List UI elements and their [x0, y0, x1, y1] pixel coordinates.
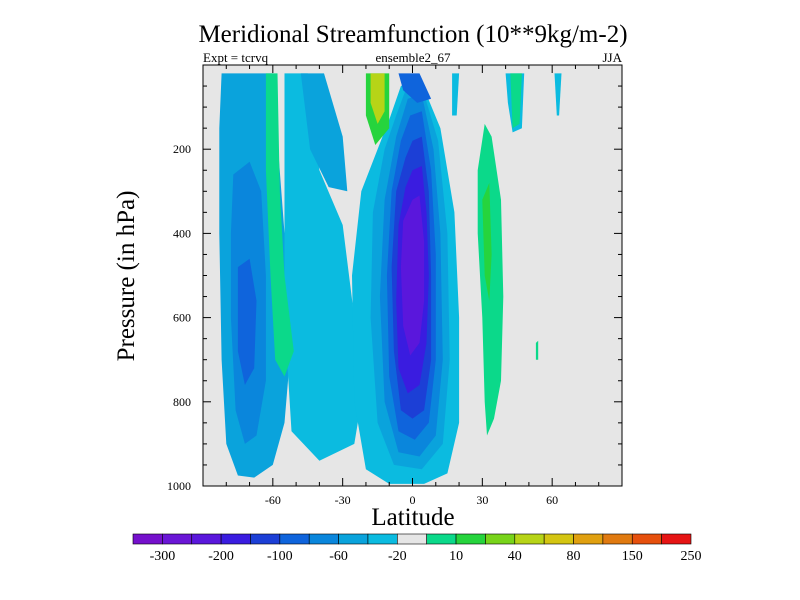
- colorbar-label: 10: [449, 549, 463, 564]
- y-axis-label: Pressure (in hPa): [113, 191, 140, 362]
- colorbar-swatch: [661, 533, 692, 545]
- colorbar-swatch: [191, 533, 222, 545]
- contour-southern-cell-core: [237, 258, 257, 385]
- y-tick-label: 200: [173, 142, 191, 156]
- contour-southern-subsid: [300, 73, 348, 192]
- colorbar-swatch: [338, 533, 369, 545]
- x-tick-label: -30: [335, 493, 351, 507]
- contour-right-upper-strip: [452, 73, 460, 116]
- colorbar-swatch: [631, 533, 662, 545]
- contour-upper-left-yellow: [370, 73, 385, 124]
- subtitle-center: ensemble2_67: [375, 50, 451, 65]
- x-tick-label: 30: [476, 493, 488, 507]
- colorbar-label: 40: [508, 549, 522, 564]
- contour-far-right-blue: [554, 73, 562, 116]
- colorbar-label: 250: [681, 549, 702, 564]
- contour-small-green-blob: [535, 340, 539, 360]
- colorbar-swatch: [573, 533, 604, 545]
- plot-area: -60 -30 0 30 60 200 400 600 800 1000: [167, 64, 623, 507]
- colorbar-swatch: [397, 533, 427, 545]
- x-tick-label: 0: [410, 493, 416, 507]
- contour-regions: [219, 73, 562, 484]
- axis-ticks: -60 -30 0 30 60 200 400 600 800 1000: [167, 65, 622, 507]
- subtitle-left: Expt = tcrvq: [203, 50, 269, 65]
- contour-right-top-green: [510, 73, 522, 129]
- x-tick-label: 60: [546, 493, 558, 507]
- x-axis-label: Latitude: [371, 504, 454, 531]
- colorbar-swatch: [543, 533, 574, 545]
- y-tick-label: 400: [173, 226, 191, 240]
- colorbar-swatch: [426, 533, 457, 545]
- colorbar-swatch: [250, 533, 281, 545]
- colorbar-swatch: [162, 533, 193, 545]
- y-tick-label: 1000: [167, 479, 191, 493]
- chart-title: Meridional Streamfunction (10**9kg/m-2): [198, 21, 627, 48]
- contour-central-top-dark: [398, 73, 432, 103]
- colorbar-swatch: [455, 533, 486, 545]
- colorbar-label: 150: [622, 549, 643, 564]
- colorbar-label: -20: [388, 549, 407, 564]
- colorbar-swatch: [367, 533, 398, 545]
- colorbar-swatch: [514, 533, 545, 545]
- colorbar: -300 -200 -100 -60 -20 10 40 80 150 250: [132, 533, 702, 564]
- contour-southern-green-strip: [265, 73, 294, 377]
- contour-right-green-mid: [482, 182, 492, 301]
- colorbar-label: -200: [208, 549, 234, 564]
- y-tick-label: 800: [173, 395, 191, 409]
- colorbar-swatch: [279, 533, 310, 545]
- contour-central-cell-core: [400, 195, 425, 356]
- contour-southern-upper-light: [284, 73, 362, 461]
- colorbar-swatch: [602, 533, 633, 545]
- colorbar-label: 80: [567, 549, 581, 564]
- colorbar-swatch: [485, 533, 516, 545]
- y-tick-label: 600: [173, 311, 191, 325]
- colorbar-swatch: [220, 533, 251, 545]
- subtitle-right: JJA: [602, 50, 622, 65]
- colorbar-swatch: [308, 533, 339, 545]
- colorbar-label: -100: [267, 549, 293, 564]
- colorbar-swatch: [132, 533, 163, 545]
- colorbar-label: -300: [150, 549, 176, 564]
- colorbar-label: -60: [329, 549, 348, 564]
- x-tick-label: -60: [265, 493, 281, 507]
